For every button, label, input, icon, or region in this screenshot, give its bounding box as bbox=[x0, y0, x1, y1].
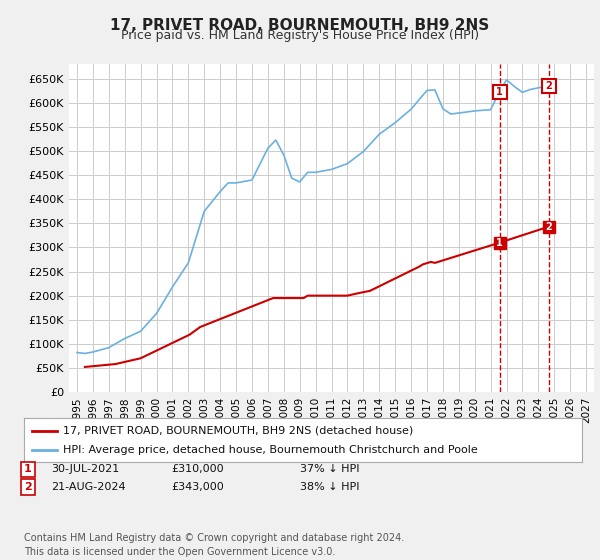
Text: 38% ↓ HPI: 38% ↓ HPI bbox=[300, 482, 359, 492]
Text: 1: 1 bbox=[24, 464, 32, 474]
Text: Contains HM Land Registry data © Crown copyright and database right 2024.
This d: Contains HM Land Registry data © Crown c… bbox=[24, 533, 404, 557]
Text: 1: 1 bbox=[496, 87, 503, 97]
Text: 2: 2 bbox=[545, 222, 552, 232]
Text: 21-AUG-2024: 21-AUG-2024 bbox=[51, 482, 125, 492]
Text: Price paid vs. HM Land Registry's House Price Index (HPI): Price paid vs. HM Land Registry's House … bbox=[121, 29, 479, 42]
Text: £343,000: £343,000 bbox=[171, 482, 224, 492]
Text: 17, PRIVET ROAD, BOURNEMOUTH, BH9 2NS: 17, PRIVET ROAD, BOURNEMOUTH, BH9 2NS bbox=[110, 18, 490, 33]
Text: HPI: Average price, detached house, Bournemouth Christchurch and Poole: HPI: Average price, detached house, Bour… bbox=[63, 445, 478, 455]
Text: 2: 2 bbox=[545, 81, 552, 91]
Text: 1: 1 bbox=[496, 237, 503, 248]
Text: 37% ↓ HPI: 37% ↓ HPI bbox=[300, 464, 359, 474]
Text: 30-JUL-2021: 30-JUL-2021 bbox=[51, 464, 119, 474]
Text: 17, PRIVET ROAD, BOURNEMOUTH, BH9 2NS (detached house): 17, PRIVET ROAD, BOURNEMOUTH, BH9 2NS (d… bbox=[63, 426, 413, 436]
Text: £310,000: £310,000 bbox=[171, 464, 224, 474]
Text: 2: 2 bbox=[24, 482, 32, 492]
